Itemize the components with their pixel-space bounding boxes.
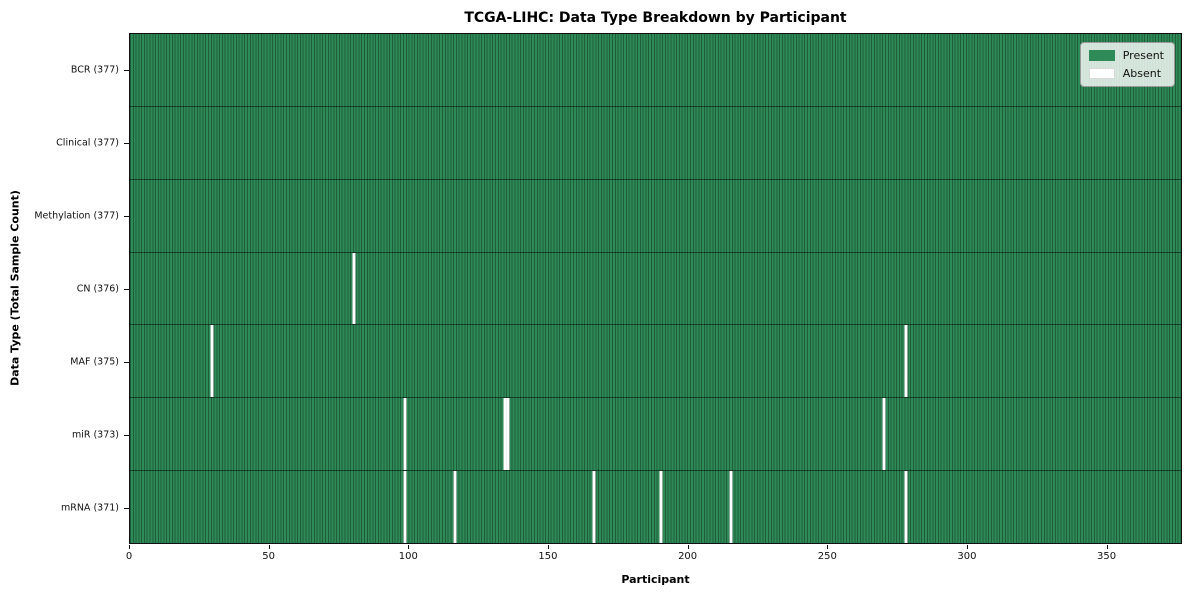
x-tick-label-300: 300: [957, 551, 977, 562]
y-tick-label-miR: miR (373): [71, 429, 119, 440]
heatmap-row-miR: [130, 398, 1181, 472]
x-tick-mark: [966, 544, 968, 549]
x-tick-mark: [687, 544, 689, 549]
heatmap-row-Methylation: [130, 180, 1181, 253]
x-tick-label-350: 350: [1097, 551, 1117, 562]
absent-marker: [904, 325, 908, 398]
legend-label-present: Present: [1122, 49, 1164, 62]
absent-marker: [882, 398, 886, 471]
y-tick-mark: [124, 69, 129, 71]
legend-swatch-absent-icon: [1088, 68, 1115, 79]
y-tick-label-Clinical: Clinical (377): [56, 137, 119, 148]
x-tick-label-100: 100: [398, 551, 418, 562]
y-tick-label-Methylation: Methylation (377): [34, 210, 119, 221]
absent-marker: [210, 325, 214, 398]
y-tick-mark: [124, 215, 129, 217]
y-axis: BCR (377) Clinical (377) Methylation (377)…: [0, 33, 129, 544]
x-tick-mark: [408, 544, 410, 549]
absent-marker: [453, 471, 457, 544]
absent-marker: [592, 471, 596, 544]
heatmap-plot: Present Absent: [129, 33, 1182, 544]
heatmap-row-mRNA: [130, 471, 1181, 544]
heatmap-row-BCR: [130, 34, 1181, 107]
x-tick-mark: [1106, 544, 1108, 549]
x-tick-mark: [129, 544, 130, 549]
x-tick-mark: [547, 544, 549, 549]
x-tick-label-50: 50: [262, 551, 276, 562]
y-tick-mark: [124, 434, 129, 436]
absent-marker: [904, 471, 908, 544]
absent-marker: [403, 398, 407, 471]
chart-title: TCGA-LIHC: Data Type Breakdown by Partic…: [464, 10, 847, 26]
y-tick-mark: [124, 507, 129, 509]
y-tick-label-CN: CN (376): [76, 283, 119, 294]
legend-swatch-present-icon: [1088, 50, 1115, 61]
y-tick-label-BCR: BCR (377): [70, 64, 119, 75]
x-tick-mark: [268, 544, 270, 549]
x-axis-label: Participant: [621, 573, 690, 586]
legend-label-absent: Absent: [1122, 67, 1162, 80]
legend-item-present: Present: [1088, 49, 1164, 62]
absent-marker: [659, 471, 663, 544]
y-tick-mark: [124, 288, 129, 290]
x-tick-mark: [827, 544, 829, 549]
x-tick-label-200: 200: [678, 551, 698, 562]
absent-marker: [403, 471, 407, 544]
x-tick-label-0: 0: [125, 551, 133, 562]
heatmap-row-MAF: [130, 325, 1181, 399]
absent-marker: [506, 398, 510, 471]
absent-marker: [503, 398, 507, 471]
x-axis: 0 50 100 150 200 250 300 350: [125, 544, 1182, 570]
y-tick-mark: [124, 142, 129, 144]
heatmap-row-Clinical: [130, 107, 1181, 180]
y-tick-label-mRNA: mRNA (371): [60, 502, 119, 513]
y-tick-label-MAF: MAF (375): [70, 356, 119, 367]
legend-item-absent: Absent: [1088, 67, 1164, 80]
heatmap-rows: [130, 34, 1181, 544]
absent-marker: [729, 471, 733, 544]
absent-marker: [352, 252, 356, 325]
heatmap-row-CN: [130, 252, 1181, 326]
x-tick-label-150: 150: [538, 551, 558, 562]
y-tick-mark: [124, 361, 129, 363]
legend: Present Absent: [1079, 42, 1175, 87]
x-tick-label-250: 250: [817, 551, 837, 562]
